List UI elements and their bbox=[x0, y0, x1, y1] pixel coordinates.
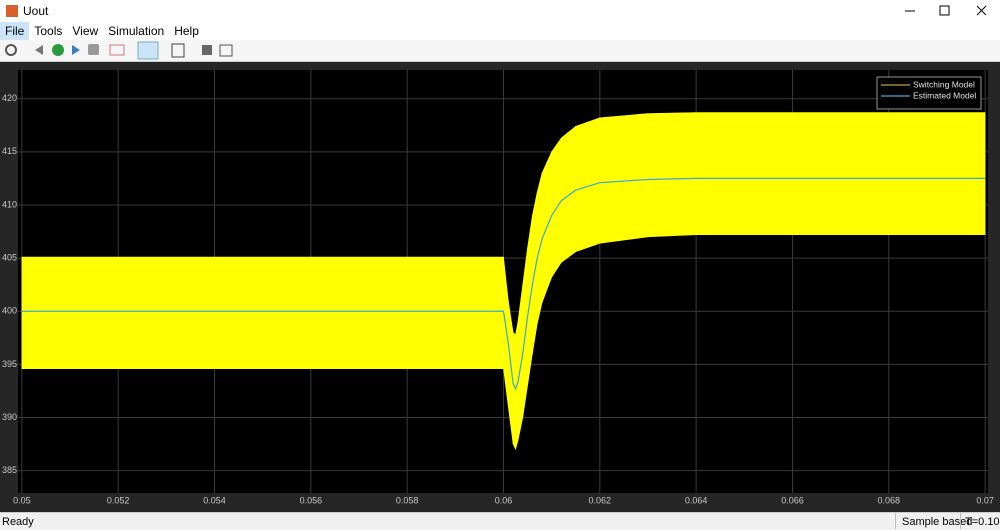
legend-label: Estimated Model bbox=[913, 90, 976, 100]
x-tick-label: 0.066 bbox=[781, 495, 804, 505]
menu-item[interactable]: File bbox=[0, 22, 30, 40]
ripple-band bbox=[512, 331, 516, 450]
legend-box bbox=[876, 76, 982, 110]
x-tick-label: 0.054 bbox=[203, 495, 226, 505]
x-tick-label: 0.068 bbox=[878, 495, 901, 505]
app-icon bbox=[6, 5, 18, 17]
ripple-band bbox=[647, 112, 697, 238]
toolbar-icons bbox=[5, 41, 233, 60]
x-tick-label: 0.064 bbox=[685, 495, 708, 505]
close[interactable] bbox=[976, 5, 987, 16]
x-tick-label: 0.062 bbox=[589, 495, 612, 505]
menu-item[interactable]: Help bbox=[174, 24, 199, 38]
stop-button[interactable] bbox=[88, 44, 99, 55]
ripple-band bbox=[695, 112, 986, 236]
scope-plot: 385 390 395 400 405 410 415 420 0.05 0.052 0.054 0.… bbox=[0, 62, 1000, 512]
legend-label: Switching Model bbox=[913, 79, 975, 89]
x-tick-label: 0.056 bbox=[300, 495, 323, 505]
title-icons: Uout bbox=[6, 4, 987, 18]
status-text: Ready bbox=[2, 516, 34, 528]
y-tick-label: 390 bbox=[2, 412, 17, 422]
cursor-button[interactable] bbox=[137, 41, 159, 60]
y-tick-label: 385 bbox=[2, 465, 17, 475]
zoom-button[interactable] bbox=[171, 43, 185, 58]
x-tick-label: 0.052 bbox=[107, 495, 130, 505]
y-tick-label: 405 bbox=[2, 252, 17, 262]
menu-item[interactable]: Simulation bbox=[108, 24, 165, 38]
y-tick-label: 395 bbox=[2, 359, 17, 369]
x-tick-label: 0.07 bbox=[976, 495, 994, 505]
y-tick-label: 400 bbox=[2, 306, 17, 316]
menu-item[interactable]: View bbox=[72, 24, 99, 38]
y-tick-label: 420 bbox=[2, 93, 17, 103]
run-button[interactable] bbox=[52, 44, 64, 56]
menu-item[interactable]: Tools bbox=[34, 24, 63, 38]
ripple-band bbox=[599, 113, 649, 244]
ripple-band bbox=[560, 125, 577, 263]
maximize[interactable] bbox=[939, 5, 950, 16]
sample-mode: Sample based bbox=[895, 513, 978, 529]
highlight-button[interactable] bbox=[109, 44, 125, 56]
title-bar: Uout bbox=[0, 0, 1000, 22]
style-button[interactable] bbox=[219, 44, 233, 57]
x-tick-label: 0.058 bbox=[396, 495, 419, 505]
layout-button[interactable] bbox=[202, 45, 212, 55]
settings-button[interactable] bbox=[5, 44, 17, 56]
toolbar bbox=[0, 40, 1000, 62]
window-title: Uout bbox=[23, 4, 49, 18]
ripple-band bbox=[21, 256, 504, 369]
y-tick-label: 410 bbox=[2, 199, 17, 209]
status-bar: Ready Sample based T=0.100 bbox=[0, 512, 1000, 530]
sim-time: T=0.100 bbox=[960, 513, 1000, 529]
step-forward-button[interactable] bbox=[72, 45, 80, 55]
step-back-button[interactable] bbox=[35, 45, 43, 55]
menu-bar: File Tools View Simulation Help bbox=[0, 22, 1000, 40]
y-tick-label: 415 bbox=[2, 146, 17, 156]
series-line bbox=[21, 177, 986, 391]
x-tick-label: 0.06 bbox=[495, 495, 513, 505]
ripple-band bbox=[575, 117, 601, 253]
plot-area bbox=[21, 112, 986, 450]
x-tick-label: 0.05 bbox=[13, 495, 31, 505]
